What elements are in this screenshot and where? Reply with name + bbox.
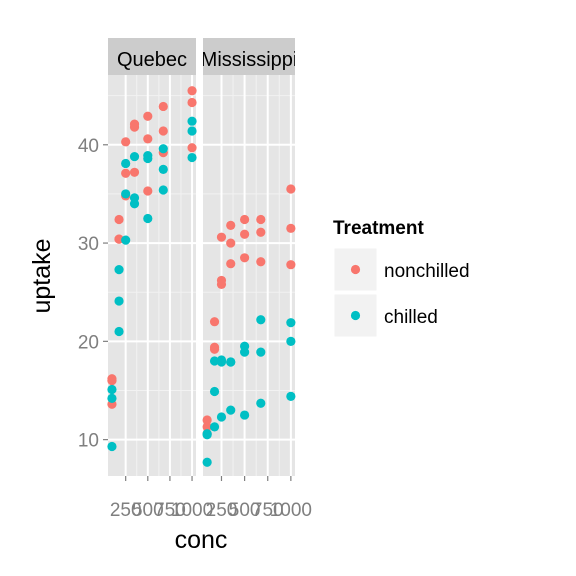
data-point-chilled <box>121 158 131 169</box>
panel-background <box>108 75 196 476</box>
x-tick-label: 500 <box>132 500 164 521</box>
data-point-nonchilled <box>226 220 236 230</box>
data-point-nonchilled <box>187 86 197 96</box>
data-point-chilled <box>216 357 227 367</box>
data-point-chilled <box>143 150 153 161</box>
x-tick-label: 1000 <box>270 500 312 521</box>
data-point-chilled <box>187 116 197 126</box>
data-point-nonchilled <box>286 260 296 270</box>
y-tick-label: 10 <box>78 431 99 452</box>
data-point-nonchilled <box>121 168 131 178</box>
data-point-nonchilled <box>143 111 153 121</box>
data-point-nonchilled <box>209 342 220 352</box>
x-tick-label: 250 <box>110 500 142 521</box>
facet-panel-0 <box>108 75 196 476</box>
legend-title: Treatment <box>333 218 424 239</box>
data-point-nonchilled <box>256 227 266 237</box>
y-tick-label: 40 <box>78 136 99 157</box>
x-tick-label: 1000 <box>171 500 213 521</box>
legend-swatch <box>350 310 361 321</box>
legend-item-chilled: chilled <box>333 293 438 338</box>
data-point-nonchilled <box>286 184 296 194</box>
data-point-chilled <box>114 326 124 337</box>
y-axis-label: uptake <box>28 238 56 313</box>
data-point-nonchilled <box>202 422 212 432</box>
x-tick-label: 750 <box>252 500 284 521</box>
data-point-chilled <box>209 386 220 397</box>
data-point-nonchilled <box>187 97 197 108</box>
data-point-nonchilled <box>256 214 266 225</box>
data-point-chilled <box>187 126 197 136</box>
data-point-nonchilled <box>187 143 197 153</box>
data-point-nonchilled <box>107 374 117 384</box>
data-point-chilled <box>256 315 266 325</box>
y-tick-label: 30 <box>78 234 99 255</box>
data-point-chilled <box>286 336 296 346</box>
data-point-nonchilled <box>240 253 250 263</box>
facet-strip-label: Mississippi <box>201 49 298 71</box>
x-tick-label: 500 <box>229 500 261 521</box>
y-tick-label: 20 <box>78 332 99 353</box>
data-point-nonchilled <box>226 238 236 248</box>
data-point-chilled <box>240 341 250 351</box>
data-point-chilled <box>158 144 168 154</box>
legend-label: chilled <box>384 307 438 328</box>
legend-label: nonchilled <box>384 261 470 282</box>
x-axis-label: conc <box>175 526 228 554</box>
facet-strip-1: Mississippi <box>201 38 298 75</box>
data-point-chilled <box>121 235 131 245</box>
data-point-chilled <box>121 189 131 199</box>
data-point-nonchilled <box>129 167 140 177</box>
data-point-chilled <box>240 410 250 420</box>
data-point-chilled <box>202 457 212 467</box>
x-tick-label: 250 <box>206 500 238 521</box>
data-point-chilled <box>143 213 153 224</box>
data-point-chilled <box>256 398 266 408</box>
data-point-chilled <box>158 185 168 195</box>
data-point-nonchilled <box>158 101 168 112</box>
data-point-chilled <box>226 405 236 415</box>
data-point-nonchilled <box>114 214 124 225</box>
legend-swatch <box>350 264 361 275</box>
data-point-nonchilled <box>216 232 227 242</box>
data-point-chilled <box>286 391 296 401</box>
facet-strip-label: Quebec <box>117 49 187 71</box>
legend: Treatment nonchilled chilled <box>333 218 470 338</box>
data-point-nonchilled <box>121 137 131 147</box>
data-point-nonchilled <box>158 126 168 136</box>
data-point-chilled <box>209 422 220 432</box>
legend-item-nonchilled: nonchilled <box>333 247 470 292</box>
data-point-chilled <box>129 151 140 162</box>
data-point-chilled <box>187 152 197 163</box>
data-point-chilled <box>216 412 227 422</box>
data-point-chilled <box>209 356 220 366</box>
data-point-chilled <box>107 393 117 403</box>
data-point-chilled <box>256 347 266 357</box>
data-point-chilled <box>114 265 124 275</box>
data-point-chilled <box>114 296 124 306</box>
data-point-chilled <box>158 164 168 174</box>
data-point-nonchilled <box>240 214 250 225</box>
data-point-chilled <box>107 441 117 452</box>
data-point-nonchilled <box>143 186 153 196</box>
data-point-chilled <box>286 318 296 328</box>
x-tick-label: 750 <box>154 500 186 521</box>
data-point-nonchilled <box>286 223 296 233</box>
data-point-chilled <box>226 357 236 367</box>
facet-strip-0: Quebec <box>108 38 196 75</box>
data-point-nonchilled <box>202 415 212 425</box>
data-point-nonchilled <box>129 119 140 129</box>
data-point-nonchilled <box>226 259 236 269</box>
strip-background <box>108 38 196 75</box>
data-point-chilled <box>202 429 212 439</box>
data-point-chilled <box>107 384 117 395</box>
data-point-nonchilled <box>209 317 220 327</box>
data-point-nonchilled <box>256 257 266 267</box>
strip-background <box>203 38 295 75</box>
data-point-nonchilled <box>143 134 153 144</box>
data-point-chilled <box>129 199 140 209</box>
data-point-nonchilled <box>216 279 227 289</box>
data-point-nonchilled <box>240 229 250 239</box>
